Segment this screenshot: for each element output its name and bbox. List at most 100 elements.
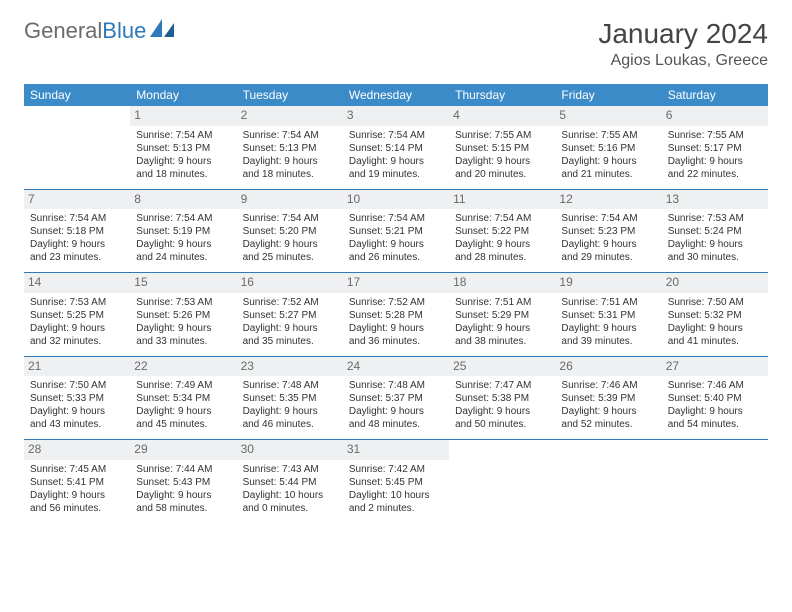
sunset-line: Sunset: 5:41 PM: [30, 476, 124, 489]
sunrise-line: Sunrise: 7:54 AM: [136, 212, 230, 225]
day-number: 31: [343, 440, 449, 460]
day-number: 24: [343, 357, 449, 377]
weekday-header: Sunday: [24, 84, 130, 106]
calendar-day-cell: 22Sunrise: 7:49 AMSunset: 5:34 PMDayligh…: [130, 356, 236, 440]
sunrise-line: Sunrise: 7:54 AM: [243, 212, 337, 225]
sunset-line: Sunset: 5:31 PM: [561, 309, 655, 322]
calendar-day-cell: 16Sunrise: 7:52 AMSunset: 5:27 PMDayligh…: [237, 273, 343, 357]
daylight-line: Daylight: 9 hours and 41 minutes.: [668, 322, 762, 348]
daylight-line: Daylight: 9 hours and 32 minutes.: [30, 322, 124, 348]
day-number: 20: [662, 273, 768, 293]
calendar-day-cell: 21 Sunrise: 7:50 AMSunset: 5:33 PMDayligh…: [24, 356, 130, 440]
calendar-day-cell: 24Sunrise: 7:48 AMSunset: 5:37 PMDayligh…: [343, 356, 449, 440]
day-number: 21: [24, 357, 130, 377]
sunset-line: Sunset: 5:28 PM: [349, 309, 443, 322]
sunrise-line: Sunrise: 7:44 AM: [136, 463, 230, 476]
calendar-day-cell: 28Sunrise: 7:45 AMSunset: 5:41 PMDayligh…: [24, 440, 130, 523]
header: GeneralBlue January 2024 Agios Loukas, G…: [24, 18, 768, 70]
sunrise-line: Sunrise: 7:50 AM: [30, 379, 124, 392]
day-number: 18: [449, 273, 555, 293]
calendar-day-cell: 25Sunrise: 7:47 AMSunset: 5:38 PMDayligh…: [449, 356, 555, 440]
sunrise-line: Sunrise: 7:43 AM: [243, 463, 337, 476]
day-number: 7: [24, 190, 130, 210]
sunrise-line: Sunrise: 7:55 AM: [561, 129, 655, 142]
sunrise-line: Sunrise: 7:54 AM: [455, 212, 549, 225]
calendar-day-cell: 5Sunrise: 7:55 AMSunset: 5:16 PMDaylight…: [555, 106, 661, 189]
day-number: 26: [555, 357, 661, 377]
calendar-day-cell: [662, 440, 768, 523]
sunrise-line: Sunrise: 7:53 AM: [668, 212, 762, 225]
sunset-line: Sunset: 5:40 PM: [668, 392, 762, 405]
day-number: 17: [343, 273, 449, 293]
sunrise-line: Sunrise: 7:54 AM: [30, 212, 124, 225]
sunrise-line: Sunrise: 7:46 AM: [561, 379, 655, 392]
sunset-line: Sunset: 5:27 PM: [243, 309, 337, 322]
day-number: 15: [130, 273, 236, 293]
day-number: 14: [24, 273, 130, 293]
daylight-line: Daylight: 9 hours and 29 minutes.: [561, 238, 655, 264]
daylight-line: Daylight: 9 hours and 50 minutes.: [455, 405, 549, 431]
daylight-line: Daylight: 9 hours and 22 minutes.: [668, 155, 762, 181]
sunset-line: Sunset: 5:17 PM: [668, 142, 762, 155]
day-number: 9: [237, 190, 343, 210]
sail-icon: [150, 19, 176, 44]
sunrise-line: Sunrise: 7:55 AM: [668, 129, 762, 142]
sunrise-line: Sunrise: 7:47 AM: [455, 379, 549, 392]
sunrise-line: Sunrise: 7:48 AM: [243, 379, 337, 392]
sunrise-line: Sunrise: 7:50 AM: [668, 296, 762, 309]
calendar-day-cell: [449, 440, 555, 523]
calendar-day-cell: 8Sunrise: 7:54 AMSunset: 5:19 PMDaylight…: [130, 189, 236, 273]
daylight-line: Daylight: 10 hours and 0 minutes.: [243, 489, 337, 515]
daylight-line: Daylight: 9 hours and 28 minutes.: [455, 238, 549, 264]
day-number: 6: [662, 106, 768, 126]
calendar-day-cell: 2Sunrise: 7:54 AMSunset: 5:13 PMDaylight…: [237, 106, 343, 189]
daylight-line: Daylight: 9 hours and 33 minutes.: [136, 322, 230, 348]
daylight-line: Daylight: 9 hours and 20 minutes.: [455, 155, 549, 181]
daylight-line: Daylight: 10 hours and 2 minutes.: [349, 489, 443, 515]
sunset-line: Sunset: 5:15 PM: [455, 142, 549, 155]
sunset-line: Sunset: 5:44 PM: [243, 476, 337, 489]
month-title: January 2024: [598, 18, 768, 50]
daylight-line: Daylight: 9 hours and 26 minutes.: [349, 238, 443, 264]
calendar-day-cell: 26Sunrise: 7:46 AMSunset: 5:39 PMDayligh…: [555, 356, 661, 440]
day-number: 8: [130, 190, 236, 210]
day-number: 29: [130, 440, 236, 460]
day-number: 4: [449, 106, 555, 126]
sunrise-line: Sunrise: 7:54 AM: [349, 129, 443, 142]
calendar-day-cell: 20 Sunrise: 7:50 AMSunset: 5:32 PMDayligh…: [662, 273, 768, 357]
weekday-header: Saturday: [662, 84, 768, 106]
sunrise-line: Sunrise: 7:55 AM: [455, 129, 549, 142]
sunset-line: Sunset: 5:24 PM: [668, 225, 762, 238]
sunset-line: Sunset: 5:26 PM: [136, 309, 230, 322]
day-number: 13: [662, 190, 768, 210]
calendar-day-cell: 13Sunrise: 7:53 AMSunset: 5:24 PMDayligh…: [662, 189, 768, 273]
daylight-line: Daylight: 9 hours and 52 minutes.: [561, 405, 655, 431]
calendar-week-row: 21Sunrise: 7:50 AMSunset: 5:33 PMDayligh…: [24, 356, 768, 440]
sunset-line: Sunset: 5:38 PM: [455, 392, 549, 405]
calendar-day-cell: 11Sunrise: 7:54 AMSunset: 5:22 PMDayligh…: [449, 189, 555, 273]
sunset-line: Sunset: 5:14 PM: [349, 142, 443, 155]
day-number: 16: [237, 273, 343, 293]
daylight-line: Daylight: 9 hours and 24 minutes.: [136, 238, 230, 264]
day-number: 12: [555, 190, 661, 210]
daylight-line: Daylight: 9 hours and 43 minutes.: [30, 405, 124, 431]
day-number: 23: [237, 357, 343, 377]
sunset-line: Sunset: 5:23 PM: [561, 225, 655, 238]
sunrise-line: Sunrise: 7:46 AM: [668, 379, 762, 392]
sunset-line: Sunset: 5:34 PM: [136, 392, 230, 405]
sunrise-line: Sunrise: 7:45 AM: [30, 463, 124, 476]
sunset-line: Sunset: 5:33 PM: [30, 392, 124, 405]
sunrise-line: Sunrise: 7:53 AM: [136, 296, 230, 309]
sunset-line: Sunset: 5:37 PM: [349, 392, 443, 405]
weekday-header: Tuesday: [237, 84, 343, 106]
brand-part1: General: [24, 18, 102, 43]
calendar-day-cell: 15 Sunrise: 7:53 AMSunset: 5:26 PMDayligh…: [130, 273, 236, 357]
sunrise-line: Sunrise: 7:48 AM: [349, 379, 443, 392]
daylight-line: Daylight: 9 hours and 38 minutes.: [455, 322, 549, 348]
sunrise-line: Sunrise: 7:52 AM: [243, 296, 337, 309]
sunset-line: Sunset: 5:21 PM: [349, 225, 443, 238]
sunset-line: Sunset: 5:18 PM: [30, 225, 124, 238]
daylight-line: Daylight: 9 hours and 18 minutes.: [243, 155, 337, 181]
sunset-line: Sunset: 5:32 PM: [668, 309, 762, 322]
calendar-day-cell: 18Sunrise: 7:51 AMSunset: 5:29 PMDayligh…: [449, 273, 555, 357]
